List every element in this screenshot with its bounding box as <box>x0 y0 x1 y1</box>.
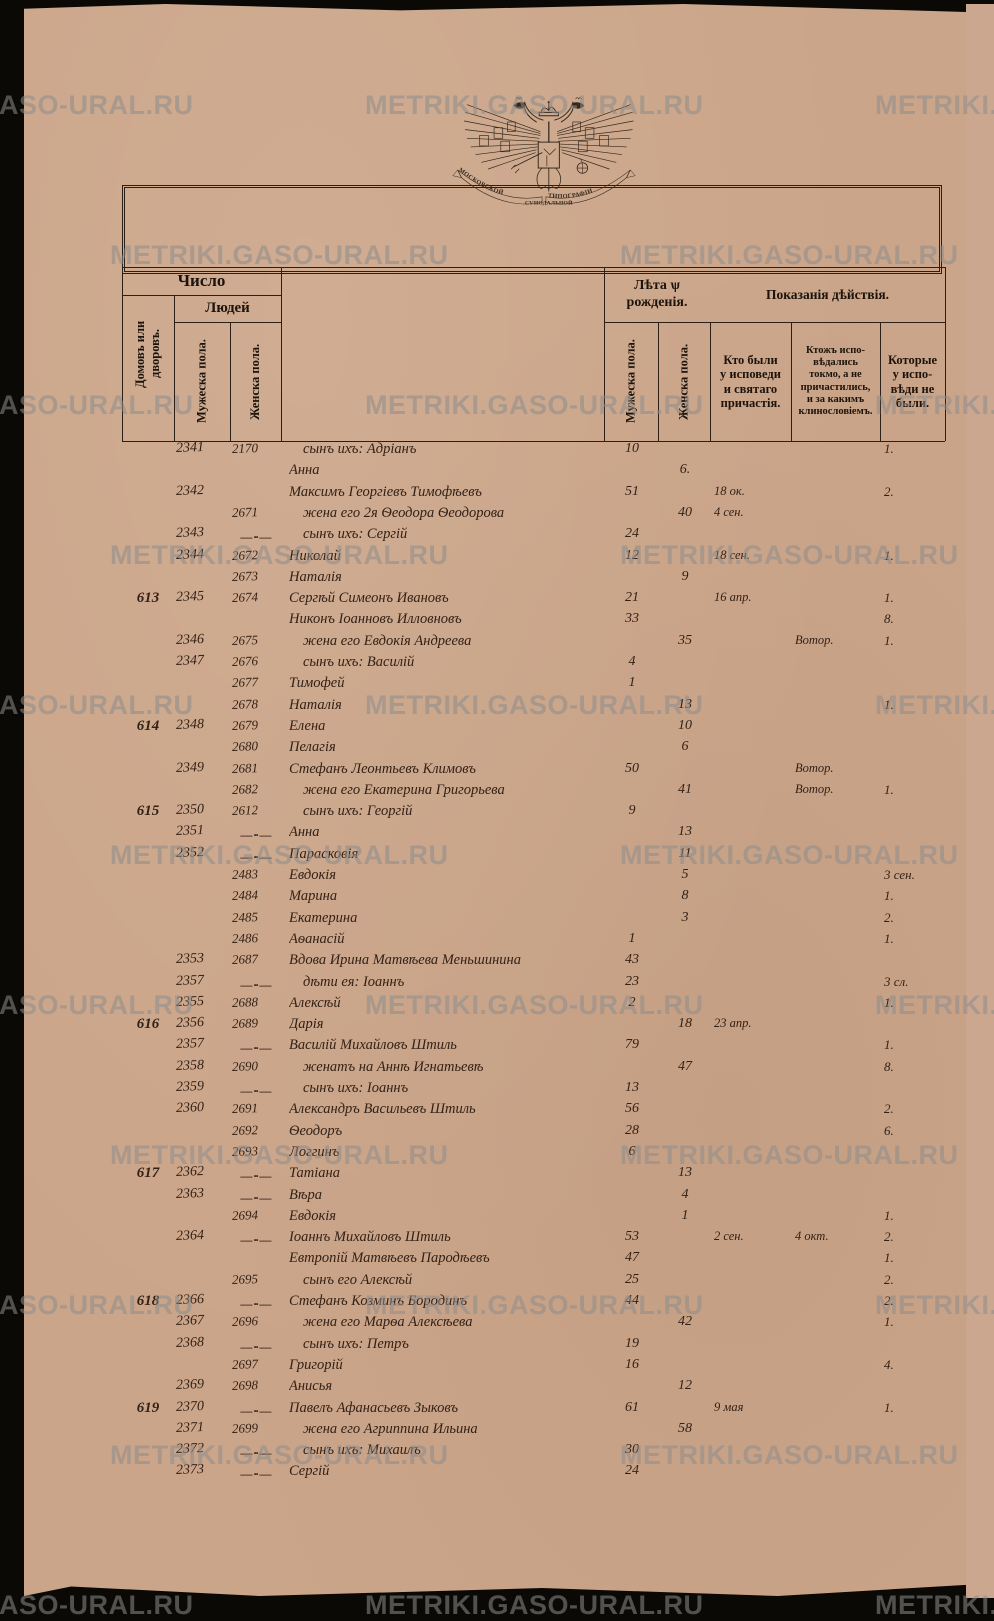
svg-text:СѴНОДАЛЬНОЙ: СѴНОДАЛЬНОЙ <box>525 199 573 207</box>
svg-text:МОСКОВСКОЙ: МОСКОВСКОЙ <box>457 167 504 197</box>
svg-text:ТИПОГРАФІИ: ТИПОГРАФІИ <box>548 187 594 200</box>
